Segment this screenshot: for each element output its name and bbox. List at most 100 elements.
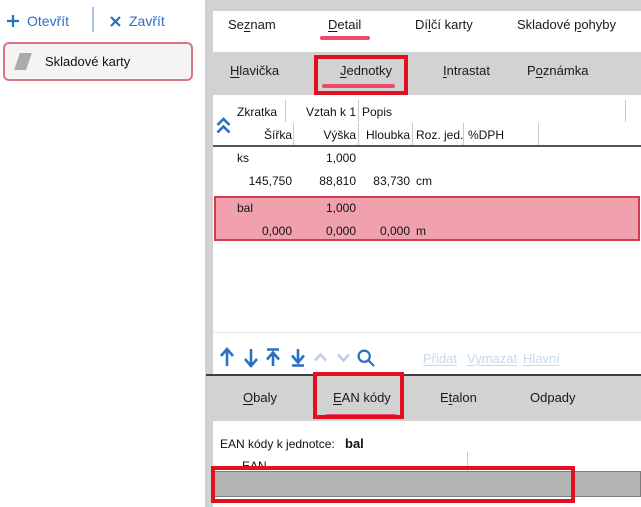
cell-hloubka: 0,000 (379, 224, 410, 238)
open-button[interactable]: Otevřít (6, 9, 69, 33)
tab-etalon[interactable]: Etalon (440, 390, 477, 405)
column-divider (467, 452, 468, 476)
cell-sirka: 145,750 (248, 174, 292, 188)
column-header-hloubka[interactable]: Hloubka (365, 128, 410, 142)
tab-label: Se (228, 17, 244, 32)
grid-footer-divider (213, 332, 641, 333)
column-header-vztah-k-1[interactable]: Vztah k 1 (305, 105, 356, 119)
delete-link-disabled[interactable]: Vymazat (467, 351, 518, 366)
move-to-bottom-icon[interactable] (289, 347, 307, 368)
collapse-panel-icon[interactable] (215, 116, 232, 135)
tab-hlavicka[interactable]: Hlavička (230, 63, 279, 78)
tab-intrastat[interactable]: Intrastat (443, 63, 490, 78)
tab-odpady[interactable]: Odpady (530, 390, 576, 405)
tab-label: nam (250, 17, 276, 32)
nav-item-label: Skladové karty (45, 54, 131, 69)
chevron-down-icon[interactable] (336, 352, 351, 363)
search-icon[interactable] (356, 348, 376, 368)
tab-label: Skladové (517, 17, 575, 32)
column-header-zkratka[interactable]: Zkratka (237, 105, 278, 119)
tab-accesskey: E (333, 390, 342, 405)
tab-accesskey: p (574, 17, 582, 32)
tab-label: známka (542, 63, 589, 78)
cell-hloubka: 83,730 (373, 174, 410, 188)
column-divider (358, 100, 359, 122)
tab-accesskey: z (243, 17, 251, 32)
unit-row-ks[interactable]: ks 1,000 145,750 88,810 83,730 cm (213, 149, 641, 195)
tab-ean-active-underline (325, 414, 397, 418)
tab-label: lavička (239, 63, 280, 78)
tab-obaly[interactable]: Obaly (243, 390, 277, 405)
tab-label: AN kódy (341, 390, 391, 405)
add-link-disabled[interactable]: Přidat (423, 351, 457, 366)
stock-card-icon (14, 53, 32, 70)
cell-roz-jed: m (416, 224, 426, 238)
column-divider (293, 123, 294, 145)
main-tabstrip (213, 11, 641, 52)
section-divider (206, 374, 641, 376)
tab-jednotky-active-underline (322, 84, 395, 88)
tab-accesskey: o (535, 63, 543, 78)
tab-detail[interactable]: Detail (328, 17, 361, 32)
tab-accesskey: D (328, 17, 338, 32)
tab-poznamka[interactable]: Poznámka (527, 63, 588, 78)
ean-unit-value: bal (345, 436, 364, 451)
move-up-icon[interactable] (218, 347, 236, 368)
tab-label: Dí (415, 17, 428, 32)
tab-label: P (527, 63, 536, 78)
tab-label: čí karty (430, 17, 473, 32)
cell-zkratka: bal (237, 201, 254, 215)
tab-accesskey: l (428, 17, 431, 32)
cell-sirka: 0,000 (261, 224, 292, 238)
ean-unit-caption: EAN kódy k jednotce: (220, 437, 335, 451)
cell-vztah-k-1: 1,000 (325, 201, 356, 215)
tab-accesskey: t (448, 390, 453, 405)
column-divider (358, 123, 359, 145)
tab-label: Odpady (530, 390, 576, 405)
column-header-popis[interactable]: Popis (362, 105, 393, 119)
column-divider (538, 123, 539, 145)
tab-ean-kody[interactable]: EAN kódy (333, 390, 391, 405)
column-divider (412, 123, 413, 145)
unit-row-bal-selected[interactable]: bal 1,000 0,000 0,000 0,000 m (214, 196, 640, 241)
column-header-vyska[interactable]: Výška (323, 128, 356, 142)
tab-jednotky[interactable]: Jednotky (340, 63, 392, 78)
close-icon (109, 15, 122, 28)
tab-seznam[interactable]: Seznam (228, 17, 276, 32)
column-header-roz-jed[interactable]: Roz. jed. (416, 128, 464, 142)
cell-vztah-k-1: 1,000 (325, 151, 356, 165)
left-panel: Otevřít Zavřít Skladové karty (0, 0, 205, 507)
tab-label: E (440, 390, 449, 405)
ean-empty-row-selected[interactable] (214, 471, 641, 497)
cell-roz-jed: cm (416, 174, 432, 188)
main-link-disabled[interactable]: Hlavní (523, 351, 560, 366)
tab-label: ednotky (346, 63, 393, 78)
close-button[interactable]: Zavřít (109, 9, 165, 33)
tab-accesskey: J (340, 63, 347, 78)
cell-vyska: 88,810 (319, 174, 356, 188)
tab-label: ntrastat (446, 63, 490, 78)
tab-accesskey: H (230, 63, 240, 78)
column-divider (463, 123, 464, 145)
chevron-up-icon[interactable] (313, 352, 328, 363)
column-divider (625, 100, 626, 122)
tab-accesskey: I (443, 63, 447, 78)
tab-label: baly (253, 390, 277, 405)
tab-dilci-karty[interactable]: Dílčí karty (415, 17, 473, 32)
column-divider (285, 100, 286, 122)
open-button-label: Otevřít (27, 13, 70, 29)
tab-skladove-pohyby[interactable]: Skladové pohyby (517, 17, 616, 32)
move-down-icon[interactable] (242, 347, 260, 368)
header-bottom-border (213, 145, 641, 147)
close-button-label: Zavřít (129, 13, 165, 29)
nav-item-skladove-karty[interactable]: Skladové karty (3, 42, 193, 81)
tab-label: etail (337, 17, 362, 32)
move-to-top-icon[interactable] (264, 347, 282, 368)
column-header-dph[interactable]: %DPH (468, 128, 505, 142)
plus-icon (6, 14, 20, 28)
column-header-sirka[interactable]: Šířka (263, 128, 292, 142)
tab-detail-active-underline (320, 36, 370, 40)
tab-label: ohyby (581, 17, 617, 32)
tab-accesskey: O (243, 390, 254, 405)
